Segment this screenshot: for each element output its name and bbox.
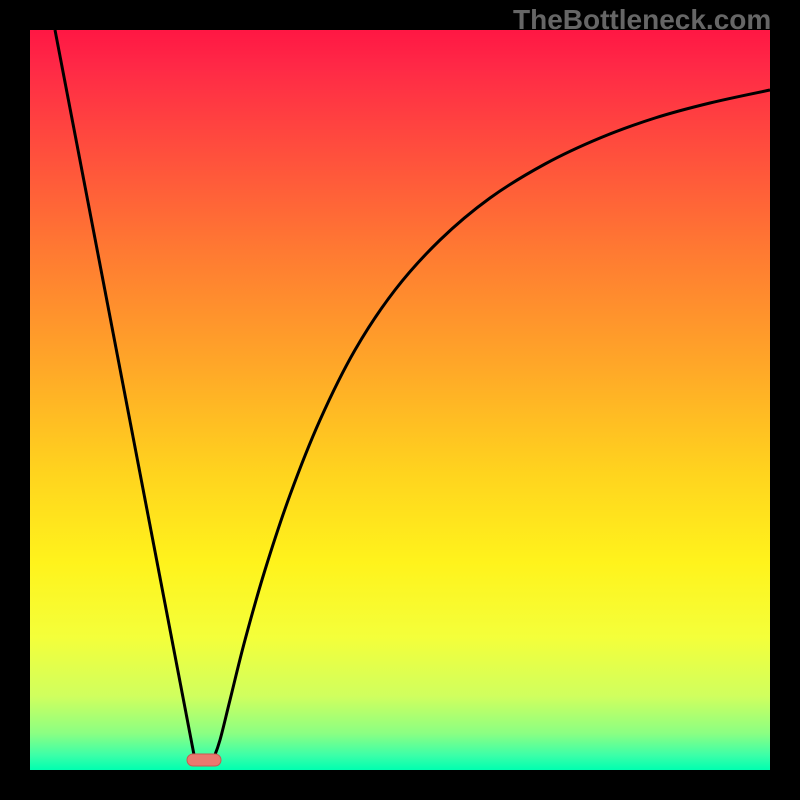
watermark-text: TheBottleneck.com: [513, 4, 771, 36]
plot-background: [30, 30, 770, 770]
chart-container: TheBottleneck.com: [0, 0, 800, 800]
minimum-marker: [187, 754, 221, 766]
chart-svg: [0, 0, 800, 800]
